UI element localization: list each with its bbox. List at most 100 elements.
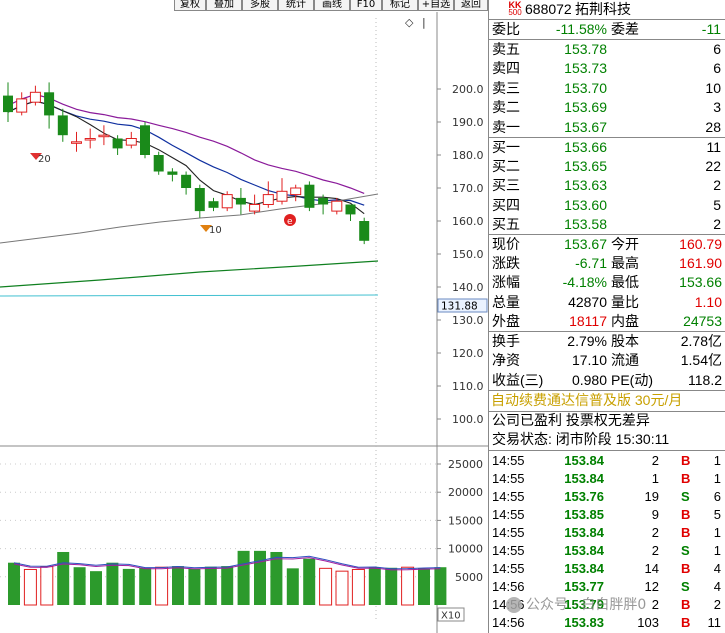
volume-bar <box>221 566 234 605</box>
pin-icon[interactable]: | <box>422 16 426 29</box>
level-volume: 6 <box>713 41 721 57</box>
event-circle-icon <box>284 214 296 226</box>
tick-trade-row[interactable]: 14:55 153.84 14 B 4 <box>489 560 725 578</box>
stock-name: 拓荆科技 <box>575 1 631 17</box>
f10-button[interactable]: F10 <box>350 0 382 11</box>
volume-bar <box>204 566 217 605</box>
buy-level-row[interactable]: 买三 153.63 2 <box>489 176 725 195</box>
financial-label: 股本 <box>611 333 639 349</box>
multi-stock-button[interactable]: 多股 <box>242 0 278 11</box>
candle-body <box>262 194 274 206</box>
candle-body <box>318 197 329 205</box>
buy-level-row[interactable]: 买五 153.58 2 <box>489 215 725 234</box>
tick-trade-row[interactable]: 14:55 153.84 2 B 1 <box>489 452 725 470</box>
trade-volume: 19 <box>644 489 659 504</box>
volume-unit-box <box>437 607 465 622</box>
quote-value: 1.10 <box>694 293 722 310</box>
quote-value: -6.71 <box>575 255 607 272</box>
price-tick-label: 140.0 <box>452 281 484 294</box>
sell-level-row[interactable]: 卖二 153.69 3 <box>489 98 725 117</box>
sell-level-row[interactable]: 卖四 153.73 6 <box>489 59 725 78</box>
tick-trade-row[interactable]: 14:55 153.76 19 S 6 <box>489 488 725 506</box>
back-button[interactable]: 返回 <box>454 0 488 11</box>
level-price: 153.60 <box>564 196 607 213</box>
weibi-value: -11.58% <box>555 21 607 37</box>
tick-trade-row[interactable]: 14:55 153.84 2 S 1 <box>489 542 725 560</box>
volume-tick-label: 20000 <box>448 486 483 499</box>
promo-banner[interactable]: 自动续费通达信普及版 30元/月 <box>489 391 725 410</box>
level-price: 153.78 <box>564 41 607 57</box>
tick-trade-row[interactable]: 14:55 153.85 9 B 5 <box>489 506 725 524</box>
buy-level-row[interactable]: 买四 153.60 5 <box>489 196 725 215</box>
tick-trade-row[interactable]: 14:56 153.77 12 S 4 <box>489 578 725 596</box>
trade-volume: 1 <box>651 471 659 486</box>
candle-body <box>16 98 28 113</box>
buy-level-row[interactable]: 买二 153.65 22 <box>489 157 725 176</box>
volume-bar <box>368 567 381 605</box>
quote-value: -4.18% <box>562 274 607 291</box>
level-label: 买一 <box>492 139 520 155</box>
level-price: 153.70 <box>564 79 607 96</box>
diamond-marker-10[interactable]: 10 <box>200 225 222 236</box>
candle <box>71 131 82 152</box>
kline-chart[interactable]: 20 10 e ◇ | 200.0 190.0 180.0 170.0 160.0 150… <box>0 12 488 633</box>
sell-level-row[interactable]: 卖一 153.67 28 <box>489 118 725 137</box>
mark-button[interactable]: 标记 <box>382 0 418 11</box>
candle-body <box>112 138 123 149</box>
financial-value: 17.10 <box>571 352 607 369</box>
trade-price: 153.79 <box>564 597 604 612</box>
candle <box>44 82 55 129</box>
overlay-button[interactable]: 叠加 <box>206 0 242 11</box>
wechat-icon <box>506 597 522 613</box>
statistics-button[interactable]: 统计 <box>278 0 314 11</box>
logo-top: KK <box>508 0 522 10</box>
sell-level-row[interactable]: 卖三 153.70 10 <box>489 79 725 98</box>
candle <box>57 108 68 142</box>
volume-unit-label: X10 <box>441 611 461 622</box>
price-grid <box>437 88 441 420</box>
quote-row: 外盘 18117 内盘 24753 <box>489 312 725 331</box>
add-watchlist-button[interactable]: +自选 <box>418 0 454 11</box>
level-label: 买二 <box>492 158 520 175</box>
sell-level-row[interactable]: 卖五 153.78 6 <box>489 40 725 59</box>
tick-trade-row[interactable]: 14:55 153.84 2 B 1 <box>489 524 725 542</box>
watermark-text: 公众号 · 白白胖胖0 <box>526 597 647 613</box>
level-volume: 6 <box>713 60 721 77</box>
candle-body <box>276 190 288 202</box>
candle-body <box>208 201 219 208</box>
diamond-marker-20[interactable]: 20 <box>30 153 51 165</box>
buy-level-row[interactable]: 买一 153.66 11 <box>489 138 725 157</box>
event-marker[interactable]: e <box>284 214 296 227</box>
quote-panel: KK 500 688072 拓荆科技 委比 -11.58% 委差 -11 卖五 1… <box>488 0 725 633</box>
quote-row: 涨幅 -4.18% 最低 153.66 <box>489 273 725 292</box>
trade-time: 14:55 <box>492 489 525 504</box>
price-tick-label: 170.0 <box>452 182 484 195</box>
tick-trade-row[interactable]: 14:55 153.84 1 B 1 <box>489 470 725 488</box>
trade-status: 交易状态: 闭市阶段 15:30:11 <box>489 430 725 449</box>
candle <box>262 181 274 208</box>
quote-row: 现价 153.67 今开 160.79 <box>489 235 725 254</box>
quote-value: 160.79 <box>679 236 722 252</box>
trade-price: 153.77 <box>564 579 604 594</box>
price-highlight-box <box>437 298 488 313</box>
trade-time: 14:55 <box>492 453 525 468</box>
tick-trade-row[interactable]: 14:56 153.83 103 B 11 <box>489 614 725 632</box>
draw-line-button[interactable]: 画线 <box>314 0 350 11</box>
price-tick-label: 150.0 <box>452 248 484 261</box>
volume-tick-label: 10000 <box>448 543 483 556</box>
volume-bar <box>237 550 250 605</box>
restore-rights-button[interactable]: 复权 <box>174 0 206 11</box>
trade-count: 1 <box>713 543 721 558</box>
volume-bar <box>335 570 349 606</box>
level-price: 153.66 <box>564 139 607 155</box>
financial-row: 收益(三) 0.980 PE(动) 118.2 <box>489 371 725 390</box>
level-price: 153.69 <box>564 99 607 116</box>
candle <box>221 191 233 212</box>
trade-price: 153.85 <box>564 507 604 522</box>
financial-label: 净资 <box>492 352 520 369</box>
volume-bar <box>351 568 365 606</box>
financial-label: 流通 <box>611 352 639 369</box>
separator <box>489 411 725 412</box>
topaz-icon <box>200 225 212 232</box>
diamond-toggle-icon[interactable]: ◇ <box>405 16 414 29</box>
